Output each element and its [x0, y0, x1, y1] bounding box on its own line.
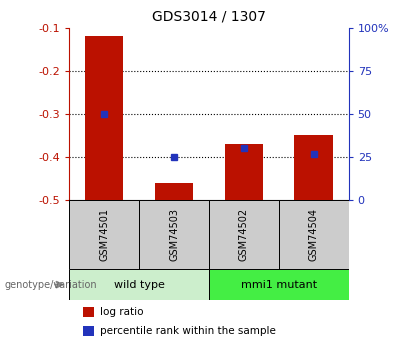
Bar	[85, 36, 123, 200]
Bar	[139, 200, 209, 269]
Bar	[83, 307, 95, 317]
Text: genotype/variation: genotype/variation	[4, 280, 97, 289]
Title: GDS3014 / 1307: GDS3014 / 1307	[152, 10, 266, 24]
Bar	[294, 135, 333, 200]
Text: GSM74501: GSM74501	[99, 208, 109, 261]
Text: GSM74503: GSM74503	[169, 208, 179, 261]
Text: GSM74504: GSM74504	[309, 208, 319, 261]
Text: GSM74502: GSM74502	[239, 208, 249, 261]
Bar	[209, 269, 349, 300]
Bar	[155, 183, 193, 200]
Text: percentile rank within the sample: percentile rank within the sample	[100, 326, 276, 336]
Bar	[69, 200, 139, 269]
Bar	[83, 326, 95, 336]
Bar	[225, 144, 263, 200]
Text: mmi1 mutant: mmi1 mutant	[241, 280, 317, 289]
Bar	[279, 200, 349, 269]
Bar	[209, 200, 279, 269]
Text: log ratio: log ratio	[100, 307, 144, 317]
Text: wild type: wild type	[114, 280, 165, 289]
Bar	[69, 269, 209, 300]
